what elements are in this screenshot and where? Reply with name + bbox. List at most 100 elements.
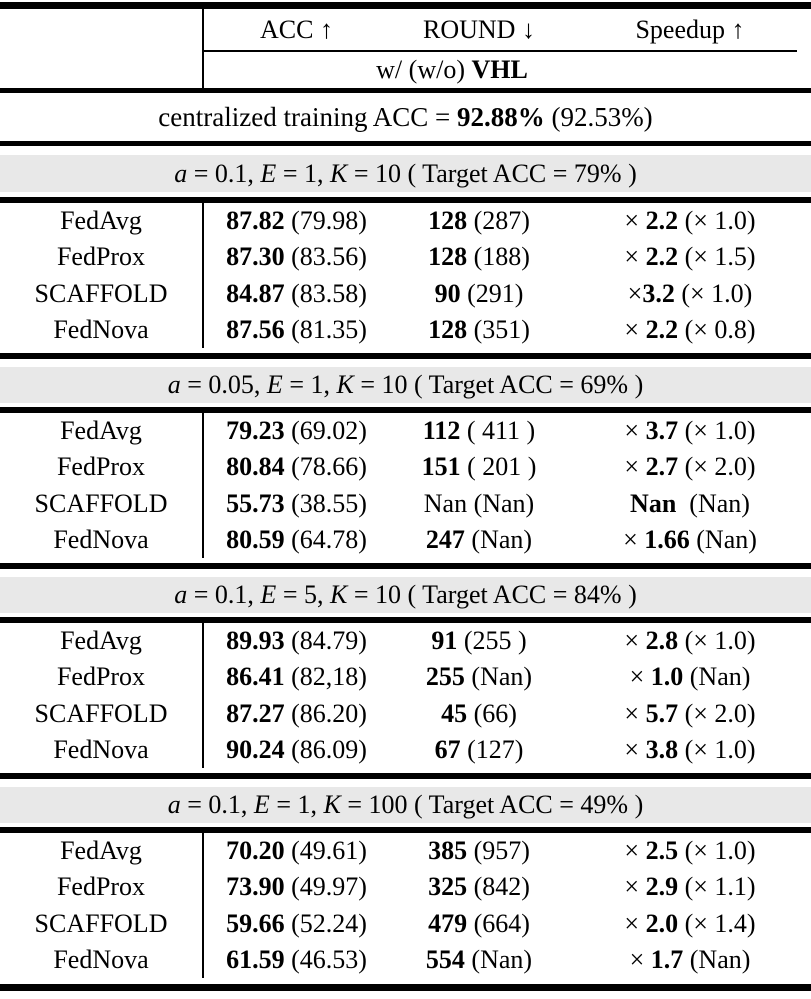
section-4-data: FedAvg 70.20 (49.61) 385 (957) × 2.5 (× … — [0, 833, 811, 978]
acc-vhl: 87.27 — [226, 698, 285, 728]
acc-baseline: (49.97) — [284, 872, 367, 902]
math-var-K: K — [336, 370, 354, 399]
speedup-baseline: (× 2.0) — [678, 452, 756, 482]
rule-below-section-2 — [0, 563, 811, 569]
math-var-E: E — [253, 790, 270, 819]
speedup-baseline: (× 1.0) — [678, 206, 756, 236]
section-title-text: = 0.1, — [187, 580, 261, 609]
round-baseline: (Nan) — [464, 524, 533, 554]
speedup-vhl: 2.9 — [645, 872, 679, 902]
speedup-vhl: 3.8 — [645, 734, 679, 764]
round-vhl: 128 — [428, 206, 468, 236]
acc-cell: 87.56 (81.35) — [204, 312, 389, 348]
acc-cell: 70.20 (49.61) — [204, 833, 389, 869]
acc-baseline: (46.53) — [284, 944, 367, 974]
round-vhl: 247 — [425, 524, 465, 554]
speedup-baseline: (× 1.4) — [678, 908, 756, 938]
speedup-times: × — [624, 836, 646, 866]
round-vhl: 325 — [428, 872, 468, 902]
speedup-times: × — [624, 626, 646, 656]
round-vhl: 112 — [422, 416, 461, 446]
acc-cell: 84.87 (83.58) — [204, 276, 389, 312]
section-title-text: = 0.1, — [187, 158, 261, 188]
acc-baseline: (78.66) — [284, 452, 367, 482]
col-header-acc: ACC ↑ — [260, 14, 333, 44]
subheader-corner-cell — [0, 52, 204, 88]
table-row: FedAvg 87.82 (79.98) 128 (287) × 2.2 (× … — [0, 203, 811, 240]
table-row: FedProx 87.30 (83.56) 128 (188) × 2.2 (×… — [0, 239, 811, 276]
round-vhl: 255 — [425, 662, 465, 692]
col-header-round: ROUND ↓ — [423, 14, 535, 44]
speedup-vhl: 1.0 — [650, 662, 684, 692]
column-header-row: ACC ↑ ROUND ↓ Speedup ↑ — [0, 9, 811, 50]
method-cell: FedAvg — [0, 833, 204, 870]
method-cell: SCAFFOLD — [0, 695, 204, 732]
acc-cell: 80.59 (64.78) — [204, 522, 389, 558]
acc-cell: 73.90 (49.97) — [204, 869, 389, 905]
math-var-E: E — [260, 580, 277, 609]
header-midrule-gap — [0, 50, 204, 52]
acc-baseline: (83.58) — [284, 278, 367, 308]
acc-vhl: 79.23 — [226, 416, 285, 446]
table-row: FedNova 90.24 (86.09) 67 (127) × 3.8 (× … — [0, 731, 811, 768]
section-header-4: a = 0.1, E = 1, K = 100 ( Target ACC = 4… — [0, 787, 811, 823]
speedup-baseline: (× 1.0) — [678, 626, 756, 656]
round-cell: 112 ( 411 ) — [389, 413, 569, 449]
method-name: SCAFFOLD — [34, 488, 168, 518]
round-cell: 128 (351) — [389, 312, 569, 348]
round-vhl: 45 — [441, 698, 468, 728]
table-row: SCAFFOLD 55.73 (38.55) Nan (Nan) Nan (Na… — [0, 485, 811, 522]
speedup-vhl: 3.7 — [645, 416, 679, 446]
round-cell: 247 (Nan) — [389, 522, 569, 558]
speedup-vhl: 2.7 — [645, 452, 679, 482]
spacer — [0, 146, 811, 155]
acc-cell: 86.41 (82,18) — [204, 659, 389, 695]
method-name: FedNova — [53, 734, 149, 764]
speedup-cell: × 3.2 (× 1.0) — [569, 276, 811, 312]
table-row: FedAvg 79.23 (69.02) 112 ( 411 ) × 3.7 (… — [0, 413, 811, 450]
acc-baseline: (69.02) — [284, 416, 367, 446]
acc-baseline: (52.24) — [284, 908, 367, 938]
spacer — [0, 613, 811, 617]
round-cell: 91 (255 ) — [389, 623, 569, 659]
speedup-cell: × 2.2 (× 0.8) — [569, 312, 811, 348]
speedup-vhl: 2.5 — [645, 836, 679, 866]
centralized-acc-baseline: (92.53%) — [544, 101, 653, 132]
speedup-times: × — [624, 314, 646, 344]
acc-cell: 61.59 (46.53) — [204, 942, 389, 978]
rule-below-section-header-1 — [0, 197, 811, 203]
round-baseline: Nan (Nan) — [423, 488, 535, 518]
acc-cell: 55.73 (38.55) — [204, 486, 389, 522]
acc-cell: 90.24 (86.09) — [204, 732, 389, 768]
table-row: SCAFFOLD 87.27 (86.20) 45 (66) × 5.7 (× … — [0, 695, 811, 732]
section-title-text: = 10 ( Target ACC = 79% ) — [347, 158, 637, 188]
top-margin — [0, 0, 811, 2]
method-cell: FedNova — [0, 731, 204, 768]
section-title-text: = 100 ( Target ACC = 49% ) — [340, 790, 644, 819]
speedup-baseline: (× 1.0) — [678, 734, 756, 764]
rule-below-section-header-4 — [0, 827, 811, 833]
acc-vhl: 61.59 — [226, 944, 285, 974]
acc-vhl: 87.30 — [226, 242, 285, 272]
method-name: FedAvg — [60, 416, 142, 446]
speedup-cell: Nan (Nan) — [569, 486, 811, 522]
speedup-cell: × 1.66 (Nan) — [569, 522, 811, 558]
speedup-times: × — [624, 452, 646, 482]
speedup-baseline: (Nan) — [683, 944, 751, 974]
section-title-text: = 1, — [282, 370, 337, 399]
speedup-vhl: 2.0 — [645, 908, 679, 938]
method-cell: SCAFFOLD — [0, 485, 204, 522]
section-title-text: = 10 ( Target ACC = 84% ) — [347, 580, 637, 609]
round-cell: 554 (Nan) — [389, 942, 569, 978]
round-baseline: (291) — [460, 278, 524, 308]
speedup-cell: × 2.7 (× 2.0) — [569, 449, 811, 485]
speedup-vhl: 1.7 — [650, 944, 684, 974]
speedup-times: × — [629, 944, 651, 974]
round-cell: 385 (957) — [389, 833, 569, 869]
method-cell: FedNova — [0, 941, 204, 978]
acc-cell: 87.82 (79.98) — [204, 203, 389, 239]
speedup-baseline: (× 2.0) — [678, 698, 756, 728]
acc-vhl: 89.93 — [226, 626, 285, 656]
method-name: SCAFFOLD — [34, 908, 168, 938]
round-cell: 90 (291) — [389, 276, 569, 312]
